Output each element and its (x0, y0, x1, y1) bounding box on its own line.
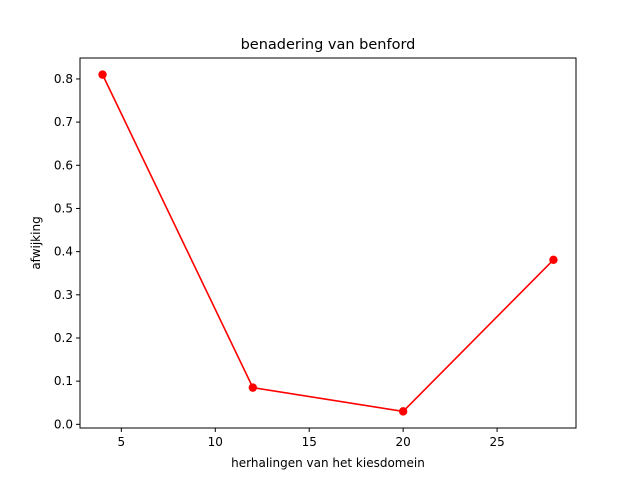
data-point (98, 70, 107, 79)
y-axis-label: afwijking (29, 216, 43, 269)
y-tick-label: 0.1 (54, 374, 73, 388)
series-line (101, 74, 555, 413)
x-tick-label: 5 (118, 435, 126, 449)
x-tick-label: 15 (302, 435, 317, 449)
y-tick-label: 0.8 (54, 72, 73, 86)
y-tick-label: 0.3 (54, 288, 73, 302)
x-axis: 5 10 15 20 25 (118, 428, 505, 449)
x-axis-label: herhalingen van het kiesdomein (231, 456, 425, 470)
x-tick-label: 20 (396, 435, 411, 449)
plot-area: 5 10 15 20 25 0.0 0.1 0.2 0.3 0.4 0.5 0.6 0.7 0.8 (54, 57, 577, 449)
y-tick-label: 0.7 (54, 115, 73, 129)
data-point (549, 255, 558, 265)
y-tick-label: 0.5 (54, 201, 73, 215)
y-tick-label: 0.0 (54, 417, 73, 431)
x-tick-label: 25 (489, 435, 504, 449)
plot-frame (79, 57, 577, 429)
y-axis: 0.0 0.1 0.2 0.3 0.4 0.5 0.6 0.7 0.8 (54, 72, 80, 431)
y-tick-label: 0.4 (54, 245, 73, 259)
chart-title: benadering van benford (241, 37, 416, 53)
y-tick-label: 0.2 (54, 331, 73, 345)
series-layer (98, 70, 558, 416)
y-tick-label: 0.6 (54, 158, 73, 172)
data-point (248, 383, 258, 392)
x-tick-label: 10 (208, 435, 223, 449)
data-point (398, 407, 408, 416)
